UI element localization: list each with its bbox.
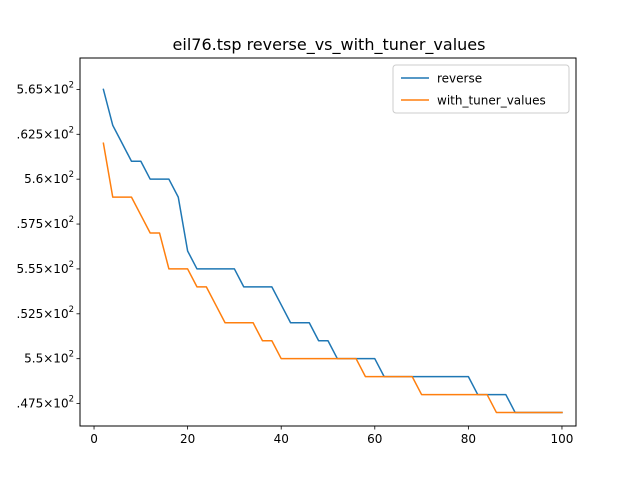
y-tick-label: .625×102 (17, 125, 74, 141)
y-tick-label: .575×102 (17, 215, 74, 231)
series-line-reverse (102, 88, 563, 414)
y-tick-label: 5.55×102 (17, 260, 74, 276)
x-tick-label: 80 (461, 432, 476, 446)
y-tick-label: 5.6×102 (24, 170, 74, 186)
y-tick-label: .475×102 (17, 395, 74, 411)
series-layer (102, 88, 563, 414)
plot-frame (79, 57, 577, 427)
y-axis: .475×102 5.5×102 .525×102 5.55×102 .575×102 5… (17, 80, 80, 411)
x-tick-label: 60 (367, 432, 382, 446)
x-tick-label: 0 (90, 432, 98, 446)
x-tick-label: 100 (551, 432, 574, 446)
y-tick-label: 5.5×102 (24, 350, 74, 366)
y-tick-label: .525×102 (17, 305, 74, 321)
x-tick-label: 40 (274, 432, 289, 446)
x-axis: 0 20 40 60 80 100 (90, 426, 573, 446)
legend: reverse with_tuner_values (392, 64, 570, 114)
legend-label: with_tuner_values (437, 94, 546, 108)
legend-box (392, 64, 570, 114)
series-line-with-tuner-values (102, 142, 563, 414)
chart-title: eil76.tsp reverse_vs_with_tuner_values (173, 35, 486, 55)
y-tick-label: 5.65×102 (17, 80, 74, 96)
legend-label: reverse (437, 72, 482, 86)
x-tick-label: 20 (180, 432, 195, 446)
